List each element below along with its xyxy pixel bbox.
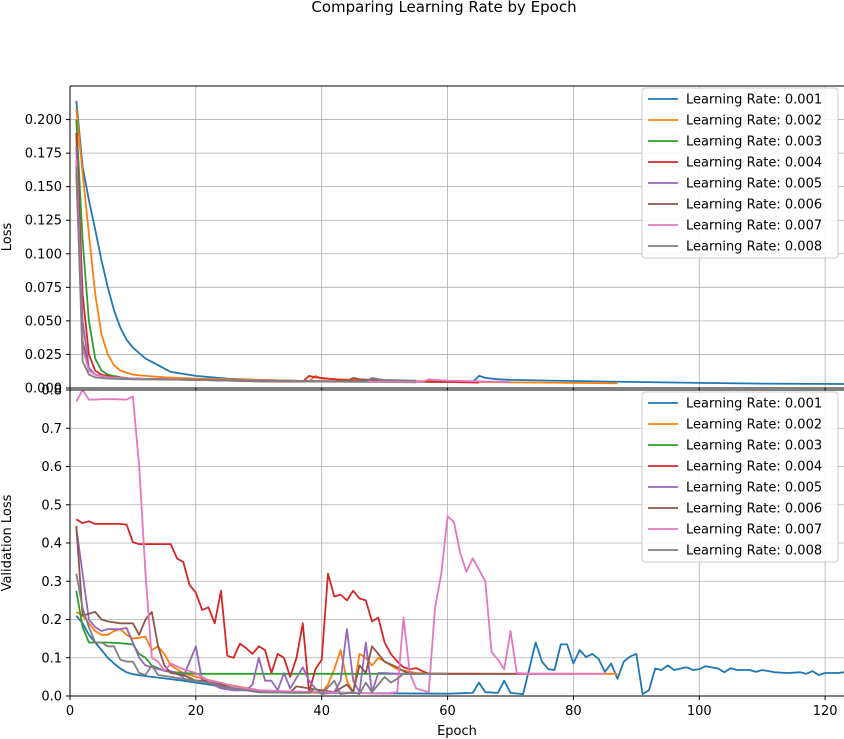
x-tick-label: 40: [313, 704, 330, 719]
y-axis-label: Loss: [0, 223, 15, 252]
legend-entry: Learning Rate: 0.008: [686, 544, 822, 559]
legend-entry: Learning Rate: 0.003: [686, 135, 822, 150]
y-tick-label: 0.2: [41, 613, 62, 628]
legend-entry: Learning Rate: 0.005: [686, 481, 822, 496]
y-axis-label: Validation Loss: [0, 494, 15, 591]
y-tick-label: 0.4: [41, 537, 62, 552]
series-line-7: [75, 390, 605, 695]
y-tick-label: 0.200: [25, 113, 62, 128]
legend-entry: Learning Rate: 0.006: [686, 198, 822, 213]
y-tick-label: 0.5: [41, 498, 62, 513]
y-tick-label: 0.075: [25, 281, 62, 296]
series-line-8: [75, 166, 417, 383]
legend-entry: Learning Rate: 0.001: [686, 93, 822, 108]
legend: Learning Rate: 0.001 Learning Rate: 0.002…: [641, 87, 839, 259]
y-tick-label: 0.150: [25, 180, 62, 195]
series-line-8: [75, 573, 448, 695]
legend-entry: Learning Rate: 0.003: [686, 439, 822, 454]
legend-entry: Learning Rate: 0.005: [686, 177, 822, 192]
y-tick-label: 0.050: [25, 314, 62, 329]
series-line-1: [75, 615, 844, 695]
legend-entry: Learning Rate: 0.001: [686, 397, 822, 412]
x-tick-label: 0: [66, 704, 74, 719]
x-tick-label: 100: [687, 704, 712, 719]
x-tick-label: 60: [439, 704, 456, 719]
series-line-5: [75, 527, 417, 695]
validation-loss-plot: 0.0 0.1 0.2 0.3 0.4 0.5 0.6 0.7 0.8 0 20 40 60 80 100 1…: [0, 384, 844, 739]
figure-title: Comparing Learning Rate by Epoch: [311, 0, 576, 16]
series-lines: [75, 100, 844, 385]
legend-entry: Learning Rate: 0.004: [686, 156, 822, 171]
y-tick-label: 0.1: [41, 651, 62, 666]
y-tick-label: 0.025: [25, 348, 62, 363]
loss-plot: 0.000 0.025 0.050 0.075 0.100 0.125 0.150 0.175…: [0, 85, 844, 397]
legend-box: [641, 391, 839, 563]
y-tick-label: 0.175: [25, 147, 62, 162]
legend-entry: Learning Rate: 0.007: [686, 219, 822, 234]
y-tick-label: 0.125: [25, 214, 62, 229]
y-tick-label: 0.6: [41, 460, 62, 475]
y-tick-label: 0.8: [41, 384, 62, 399]
y-tick-label: 0.100: [25, 247, 62, 262]
series-line-4: [75, 518, 479, 694]
legend: Learning Rate: 0.001 Learning Rate: 0.002…: [641, 391, 839, 563]
legend-entry: Learning Rate: 0.002: [686, 418, 822, 433]
legend-entry: Learning Rate: 0.004: [686, 460, 822, 475]
y-tick-label: 0.7: [41, 422, 62, 437]
legend-entry: Learning Rate: 0.002: [686, 114, 822, 129]
legend-entry: Learning Rate: 0.006: [686, 502, 822, 517]
x-axis-label: Epoch: [437, 724, 477, 739]
y-tick-label: 0.0: [41, 690, 62, 705]
y-tick-label: 0.3: [41, 575, 62, 590]
legend-entry: Learning Rate: 0.007: [686, 523, 822, 538]
series-lines: [75, 390, 844, 695]
x-tick-label: 120: [813, 704, 838, 719]
x-tick-label: 20: [188, 704, 205, 719]
legend-box: [641, 87, 839, 259]
y-tick-label: 0.000: [25, 382, 62, 397]
x-tick-label: 80: [565, 704, 582, 719]
legend-entry: Learning Rate: 0.008: [686, 240, 822, 255]
